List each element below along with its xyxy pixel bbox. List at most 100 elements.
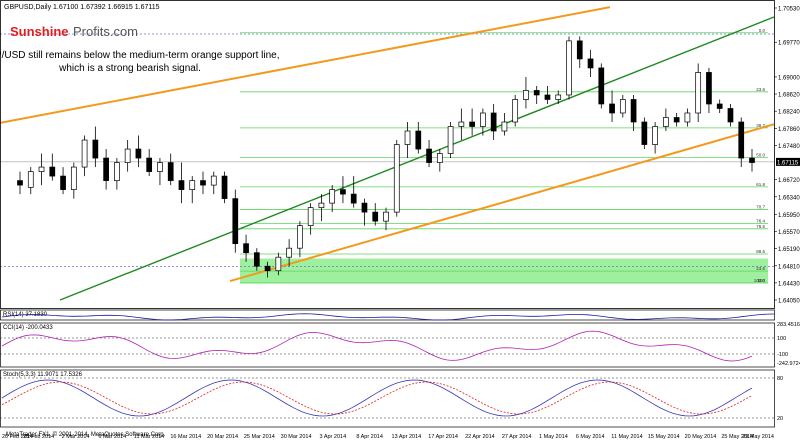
- fib-label: 100: [757, 278, 765, 283]
- candle-bear: [576, 40, 583, 60]
- candle-bull: [436, 153, 443, 163]
- candle-bear: [264, 265, 271, 272]
- price-label: 1.69770: [778, 41, 800, 47]
- candle-bull: [70, 166, 77, 190]
- candle-bear: [673, 117, 680, 123]
- candle-bull: [114, 162, 120, 181]
- candle-bull: [404, 130, 411, 145]
- rsi-line: [1, 313, 775, 321]
- candle-bear: [716, 103, 723, 109]
- candle-bull: [189, 180, 196, 190]
- candle-bear: [587, 58, 594, 69]
- x-axis-label: 30 Mar 2014: [281, 434, 312, 440]
- candle-bull: [297, 225, 303, 249]
- candle-bear: [350, 193, 357, 204]
- x-axis-label: 1 May 2014: [539, 434, 568, 440]
- symbol-header: GBPUSD,Daily 1.67100 1.67392 1.66915 1.6…: [4, 4, 160, 11]
- candle-bear: [415, 130, 422, 150]
- candle-bull: [38, 166, 45, 172]
- cci-line: [1, 330, 753, 362]
- cci-axis-label: 283.4516: [777, 322, 800, 328]
- cci-axis-label: -242.9724: [777, 361, 800, 367]
- x-axis-label: 8 Apr 2014: [356, 434, 383, 440]
- candle-bull: [458, 121, 465, 127]
- x-axis-label: 6 May 2014: [576, 434, 605, 440]
- candle-bear: [167, 162, 174, 181]
- candle-bear: [17, 180, 23, 186]
- candle-bear: [232, 198, 239, 245]
- candle-bull: [157, 162, 163, 172]
- green-trend-line: [59, 16, 775, 301]
- candle-bear: [135, 148, 142, 159]
- orange-upper-channel: [0, 6, 611, 124]
- annotation: GBP/USD still remains below the medium-t…: [0, 50, 280, 74]
- candle-bull: [523, 90, 529, 100]
- fib-label: 50.0: [756, 153, 765, 158]
- x-axis-label: 6 Mar 2014: [98, 434, 126, 440]
- candle-bear: [178, 180, 185, 190]
- price-label: 1.70530: [778, 7, 800, 13]
- candle-bear: [533, 90, 540, 96]
- indicator-header: CCI(14) -200.0433: [3, 325, 53, 331]
- x-axis-label: 25 Feb 2014: [23, 434, 54, 440]
- brand-profits: Profits.com: [73, 24, 138, 39]
- candle-bear: [544, 94, 551, 100]
- cci-axis-label: 100: [777, 336, 786, 342]
- indicator-panel: [0, 369, 775, 428]
- x-axis-label: 22 Apr 2014: [465, 434, 495, 440]
- candle-bull: [663, 117, 669, 127]
- candle-bull: [318, 202, 325, 208]
- current-price-label: 1.67115: [777, 160, 799, 166]
- copyright: MetaTrader FX1, © 2001-2014, MetaQuotes …: [6, 431, 166, 438]
- candle-bull: [512, 99, 519, 123]
- candle-bear: [469, 121, 475, 127]
- candle-bear: [340, 189, 346, 195]
- price-label: 1.67480: [778, 144, 800, 150]
- candle-bear: [92, 139, 99, 159]
- price-label: 1.67860: [778, 127, 800, 133]
- annotation-line-1: GBP/USD still remains below the medium-t…: [0, 50, 280, 61]
- price-label: 1.66720: [778, 178, 800, 184]
- x-axis-label: 20 May 2014: [685, 434, 717, 440]
- fib-label: 23.6: [756, 266, 765, 271]
- candle-bull: [555, 94, 562, 100]
- candle-bull: [307, 207, 314, 226]
- stoch-main-line: [1, 379, 753, 417]
- candle-bear: [243, 243, 249, 254]
- x-axis-label: 16 Mar 2014: [170, 434, 201, 440]
- x-axis-label: 11 Mar 2014: [134, 434, 164, 440]
- fib-label: 76.4: [756, 218, 765, 223]
- price-label: 1.64810: [778, 264, 800, 270]
- x-axis-label: 20 Mar 2014: [207, 434, 238, 440]
- candle-bull: [27, 171, 34, 188]
- fib-label: 61.8: [756, 182, 765, 187]
- candle-bear: [630, 99, 637, 123]
- stoch-axis-label: 20: [777, 416, 783, 422]
- indicator-panel: [0, 322, 775, 368]
- candle-bear: [641, 121, 648, 145]
- candle-bull: [329, 189, 336, 204]
- annotation-line-2: which is a strong bearish signal.: [58, 63, 201, 74]
- candle-bull: [619, 99, 626, 114]
- main-frame: [0, 0, 775, 309]
- orange-support-line: [229, 123, 775, 283]
- candle-bear: [103, 157, 109, 181]
- current-price-box: [776, 157, 800, 166]
- candle-bear: [372, 211, 379, 222]
- candle-bull: [447, 126, 454, 154]
- stoch-signal-line: [1, 381, 753, 415]
- fib-label: 23.6: [756, 87, 765, 92]
- price-label: 1.64050: [778, 299, 800, 305]
- x-axis-label: 2 Mar 2014: [62, 434, 90, 440]
- candle-bear: [727, 108, 734, 123]
- candle-bull: [81, 139, 88, 168]
- candle-bull: [210, 175, 217, 186]
- candle-bear: [609, 103, 615, 114]
- candle-bear: [598, 67, 605, 105]
- candle-bear: [253, 252, 260, 267]
- candle-bull: [393, 144, 400, 213]
- candle-bull: [652, 126, 658, 145]
- candle-bull: [695, 72, 702, 114]
- price-label: 1.68240: [778, 110, 800, 116]
- x-axis-label: 15 May 2014: [648, 434, 680, 440]
